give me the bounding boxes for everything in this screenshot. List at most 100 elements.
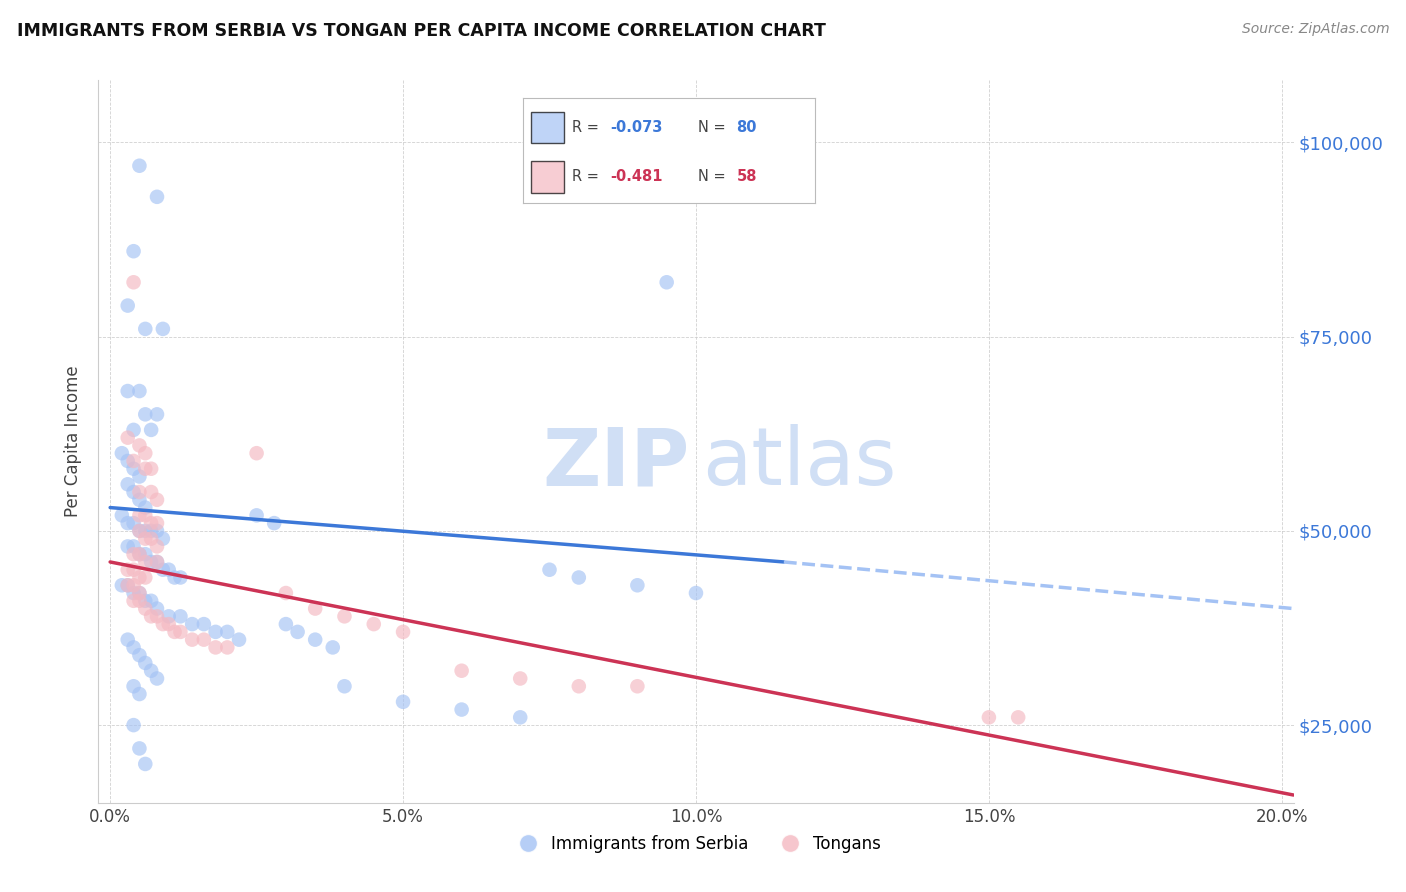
Legend: Immigrants from Serbia, Tongans: Immigrants from Serbia, Tongans (505, 828, 887, 860)
Point (117, 516, 139, 530)
Point (146, 190, 169, 204)
Point (117, 578, 139, 592)
Point (152, 617, 174, 632)
Point (117, 384, 139, 398)
Point (141, 532, 163, 546)
Point (128, 547, 150, 561)
Point (1007, 710, 1029, 724)
Point (146, 601, 169, 615)
Point (204, 640, 226, 655)
Point (287, 624, 309, 639)
Point (134, 756, 156, 771)
Point (122, 718, 145, 732)
Point (122, 485, 145, 500)
Point (333, 609, 356, 624)
Point (509, 672, 531, 686)
Point (122, 454, 145, 468)
Point (509, 710, 531, 724)
Point (128, 508, 150, 523)
Point (134, 508, 156, 523)
Point (134, 656, 156, 670)
Point (134, 408, 156, 422)
Point (217, 624, 239, 639)
Point (246, 446, 269, 460)
Point (157, 609, 180, 624)
Point (568, 570, 591, 584)
Point (128, 159, 150, 173)
Point (134, 532, 156, 546)
Point (146, 516, 169, 530)
Point (128, 586, 150, 600)
Point (128, 547, 150, 561)
Point (146, 540, 169, 554)
Point (152, 563, 174, 577)
Point (111, 578, 134, 592)
Point (181, 632, 204, 647)
Point (977, 710, 1000, 724)
Point (169, 609, 191, 624)
Point (685, 586, 707, 600)
Point (122, 547, 145, 561)
Point (217, 640, 239, 655)
Point (450, 664, 472, 678)
Point (141, 594, 163, 608)
Point (134, 547, 156, 561)
Point (146, 492, 169, 507)
Text: ZIP: ZIP (543, 425, 690, 502)
Point (246, 508, 269, 523)
Point (152, 532, 174, 546)
Point (128, 469, 150, 483)
Point (117, 299, 139, 313)
Point (274, 617, 297, 632)
Point (122, 461, 145, 475)
Point (141, 423, 163, 437)
Point (163, 624, 186, 639)
Point (146, 408, 169, 422)
Point (122, 275, 145, 289)
Point (128, 570, 150, 584)
Point (626, 679, 648, 693)
Point (122, 423, 145, 437)
Point (193, 632, 215, 647)
Point (141, 485, 163, 500)
Point (128, 586, 150, 600)
Point (122, 540, 145, 554)
Point (141, 524, 163, 538)
Point (128, 492, 150, 507)
Point (111, 446, 134, 460)
Point (111, 508, 134, 523)
Point (134, 322, 156, 336)
Point (333, 679, 356, 693)
Point (122, 586, 145, 600)
Point (128, 485, 150, 500)
Point (146, 524, 169, 538)
Point (134, 524, 156, 538)
Point (134, 446, 156, 460)
Point (122, 640, 145, 655)
Point (204, 624, 226, 639)
Point (228, 632, 250, 647)
Point (117, 578, 139, 592)
Point (655, 275, 678, 289)
Point (128, 384, 150, 398)
Point (538, 563, 561, 577)
Point (322, 640, 344, 655)
Point (157, 617, 180, 632)
Point (128, 648, 150, 663)
Point (134, 500, 156, 515)
Point (117, 540, 139, 554)
Point (128, 687, 150, 701)
Point (122, 679, 145, 693)
Point (122, 563, 145, 577)
Point (141, 664, 163, 678)
Point (146, 555, 169, 569)
Point (134, 570, 156, 584)
Point (146, 672, 169, 686)
Point (117, 632, 139, 647)
Point (304, 632, 326, 647)
Point (163, 570, 186, 584)
Point (141, 555, 163, 569)
Point (169, 624, 191, 639)
Point (169, 570, 191, 584)
Point (146, 609, 169, 624)
